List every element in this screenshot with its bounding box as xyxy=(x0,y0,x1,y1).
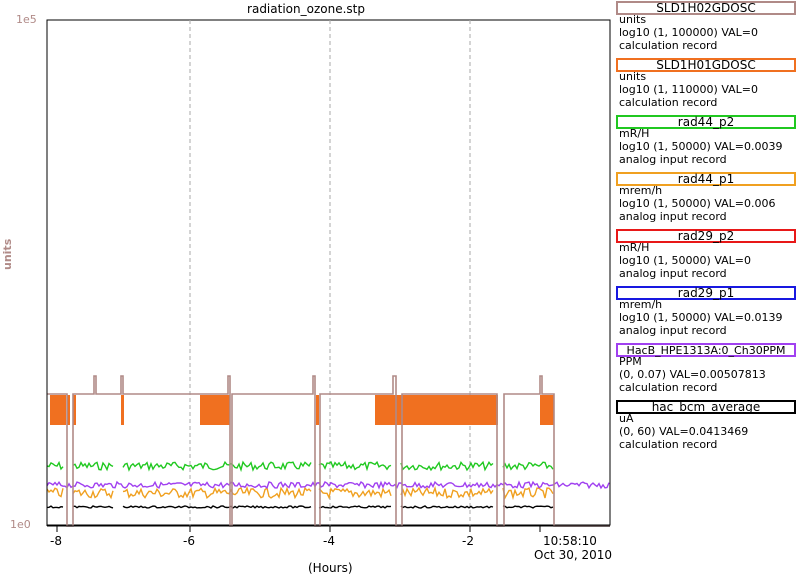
legend-name-box[interactable]: rad44_p1 xyxy=(616,172,796,186)
legend-record-type: analog input record xyxy=(619,153,727,166)
legend-name-box[interactable]: rad29_p1 xyxy=(616,286,796,300)
trace-sld1h01-spike xyxy=(227,395,230,425)
legend-record-type: calculation record xyxy=(619,39,718,52)
legend-name-box[interactable]: SLD1H01GDOSC xyxy=(616,58,796,72)
trace-sld1h01-spike xyxy=(316,395,319,425)
x-end-date: Oct 30, 2010 xyxy=(534,548,612,562)
legend-unit: units xyxy=(619,70,647,83)
y-axis-label: units xyxy=(1,238,14,270)
legend-unit: mR/H xyxy=(619,127,650,140)
legend-unit: mrem/h xyxy=(619,184,663,197)
legend-range: log10 (1, 50000) VAL=0.0039 xyxy=(619,140,783,153)
legend-name-box[interactable]: SLD1H02GDOSC xyxy=(616,1,796,15)
legend-range: (0, 0.07) VAL=0.00507813 xyxy=(619,368,766,381)
legend-entry[interactable]: hac_bcm_average uA (0, 60) VAL=0.0413469… xyxy=(614,399,800,456)
legend-name-box[interactable]: rad44_p2 xyxy=(616,115,796,129)
legend-entry[interactable]: SLD1H02GDOSC units log10 (1, 100000) VAL… xyxy=(614,0,800,57)
legend-range: log10 (1, 50000) VAL=0.006 xyxy=(619,197,776,210)
legend-range: log10 (1, 50000) VAL=0.0139 xyxy=(619,311,783,324)
legend-name-box[interactable]: hac_bcm_average xyxy=(616,400,796,414)
legend-unit: uA xyxy=(619,412,634,425)
trace-sld1h02 xyxy=(47,375,610,527)
trace-rad44-p2 xyxy=(46,460,554,473)
legend-unit: mrem/h xyxy=(619,298,663,311)
legend-panel: SLD1H02GDOSC units log10 (1, 100000) VAL… xyxy=(614,0,800,456)
legend-name-box[interactable]: HacB_HPE1313A:0_Ch30PPM xyxy=(616,343,796,357)
x-tick-label: -8 xyxy=(50,534,62,548)
legend-entry[interactable]: HacB_HPE1313A:0_Ch30PPM PPM (0, 0.07) VA… xyxy=(614,342,800,399)
legend-entry[interactable]: rad29_p2 mR/H log10 (1, 50000) VAL=0 ana… xyxy=(614,228,800,285)
legend-entry[interactable]: SLD1H01GDOSC units log10 (1, 110000) VAL… xyxy=(614,57,800,114)
strip-chart-plot[interactable] xyxy=(0,0,612,578)
trace-hac-bcm xyxy=(46,505,554,509)
trace-rad44-p1 xyxy=(46,485,554,501)
trace-sld1h01-burst xyxy=(375,395,498,425)
trace-hacb-ppm xyxy=(46,480,610,490)
x-axis-label: (Hours) xyxy=(308,561,353,575)
x-tick-label: -6 xyxy=(183,534,195,548)
legend-unit: mR/H xyxy=(619,241,650,254)
legend-record-type: calculation record xyxy=(619,438,718,451)
legend-unit: PPM xyxy=(619,355,642,368)
trace-sld1h01-burst xyxy=(200,395,227,425)
trace-sld1h01-burst xyxy=(540,395,554,425)
y-axis-bottom-tick: 1e0 xyxy=(10,518,31,531)
legend-range: log10 (1, 110000) VAL=0 xyxy=(619,83,759,96)
x-tick-label: -4 xyxy=(323,534,335,548)
legend-unit: units xyxy=(619,13,647,26)
legend-entry[interactable]: rad44_p1 mrem/h log10 (1, 50000) VAL=0.0… xyxy=(614,171,800,228)
legend-entry[interactable]: rad29_p1 mrem/h log10 (1, 50000) VAL=0.0… xyxy=(614,285,800,342)
legend-record-type: calculation record xyxy=(619,381,718,394)
x-end-time: 10:58:10 xyxy=(543,534,597,548)
plot-title: radiation_ozone.stp xyxy=(247,2,365,16)
legend-record-type: calculation record xyxy=(619,96,718,109)
legend-range: log10 (1, 50000) VAL=0 xyxy=(619,254,752,267)
y-axis-top-tick: 1e5 xyxy=(16,13,37,26)
trace-sld1h01-spike xyxy=(73,395,76,425)
legend-name-box[interactable]: rad29_p2 xyxy=(616,229,796,243)
trace-sld1h01-spike xyxy=(67,395,70,425)
legend-entry[interactable]: rad44_p2 mR/H log10 (1, 50000) VAL=0.003… xyxy=(614,114,800,171)
legend-record-type: analog input record xyxy=(619,324,727,337)
trace-sld1h01-burst xyxy=(50,395,66,425)
legend-range: log10 (1, 100000) VAL=0 xyxy=(619,26,759,39)
legend-record-type: analog input record xyxy=(619,210,727,223)
x-tick-label: -2 xyxy=(462,534,474,548)
legend-range: (0, 60) VAL=0.0413469 xyxy=(619,425,749,438)
trace-sld1h01-spike xyxy=(121,395,124,425)
legend-record-type: analog input record xyxy=(619,267,727,280)
